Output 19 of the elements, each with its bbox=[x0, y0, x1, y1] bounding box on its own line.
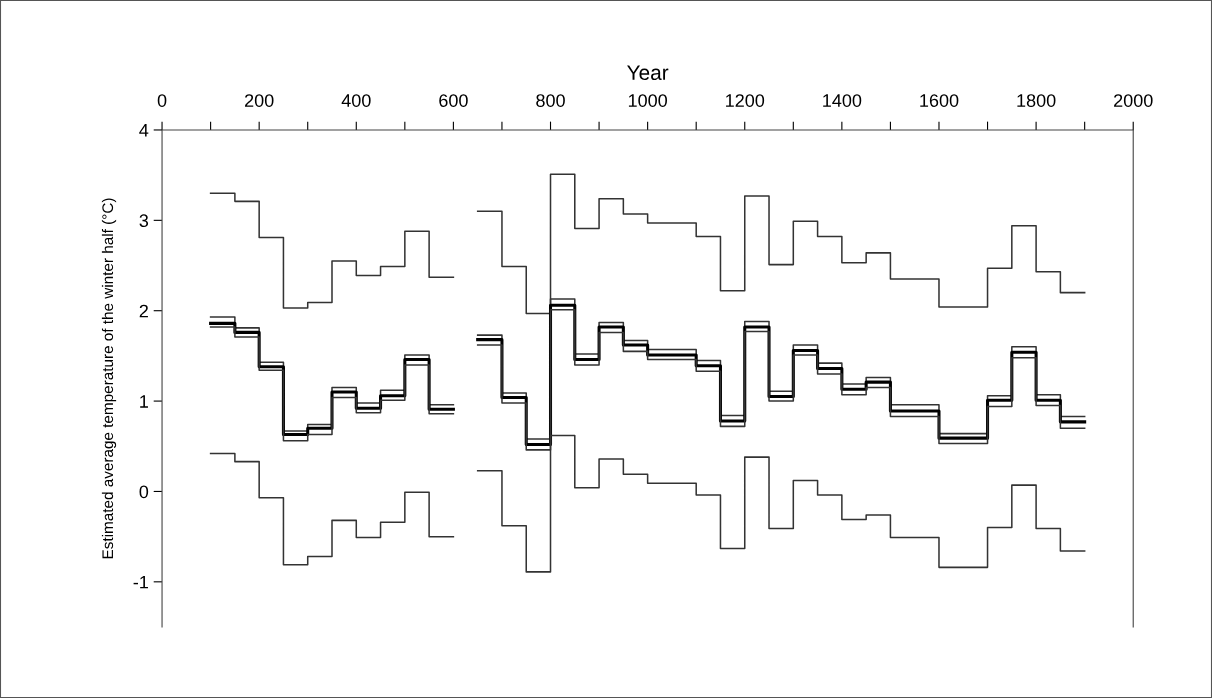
y-tick-label: 3 bbox=[139, 214, 149, 228]
x-tick-label: 400 bbox=[341, 94, 371, 107]
x-tick-label: 0 bbox=[157, 94, 167, 107]
y-tick-label: -1 bbox=[133, 575, 148, 589]
x-tick-label: 800 bbox=[536, 94, 565, 107]
x-tick-label: 1400 bbox=[823, 94, 862, 107]
y-tick-label: 4 bbox=[139, 124, 149, 137]
x-tick-label: 1600 bbox=[920, 94, 959, 107]
x-tick-label: 2000 bbox=[1114, 94, 1153, 107]
x-tick-label: 1000 bbox=[628, 94, 668, 107]
y-tick-label: 2 bbox=[139, 304, 148, 318]
y-tick-label: 1 bbox=[140, 395, 148, 408]
y-tick-label: 0 bbox=[139, 485, 149, 499]
x-tick-label: 1200 bbox=[726, 94, 765, 107]
y-axis-title: Estimated average temperature of the winter half (°C) bbox=[101, 198, 117, 559]
x-tick-label: 1800 bbox=[1017, 94, 1056, 107]
x-tick-label: 200 bbox=[245, 94, 274, 107]
x-tick-label: 600 bbox=[439, 94, 468, 107]
x-axis-title: Year bbox=[627, 65, 669, 81]
